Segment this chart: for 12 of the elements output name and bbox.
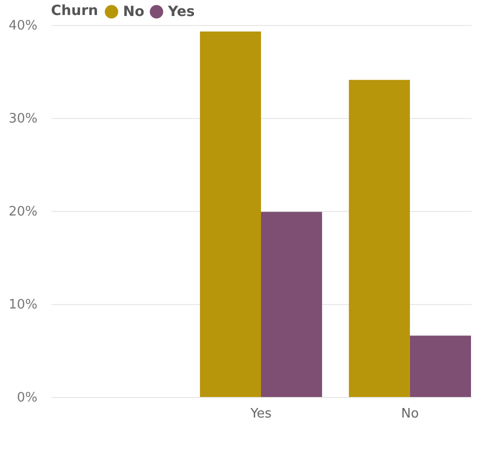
legend-label: Yes	[167, 4, 195, 20]
y-tick-label: 40%	[8, 18, 38, 34]
legend-title: Churn	[51, 3, 98, 19]
legend-label: No	[123, 4, 145, 20]
y-tick-label: 20%	[8, 204, 38, 220]
bar	[261, 212, 322, 397]
bar	[200, 32, 261, 397]
y-tick-label: 0%	[16, 390, 38, 406]
y-tick-label: 30%	[8, 112, 38, 126]
bar	[410, 336, 471, 397]
y-tick-label: 10%	[8, 298, 38, 312]
bar	[348, 80, 410, 397]
